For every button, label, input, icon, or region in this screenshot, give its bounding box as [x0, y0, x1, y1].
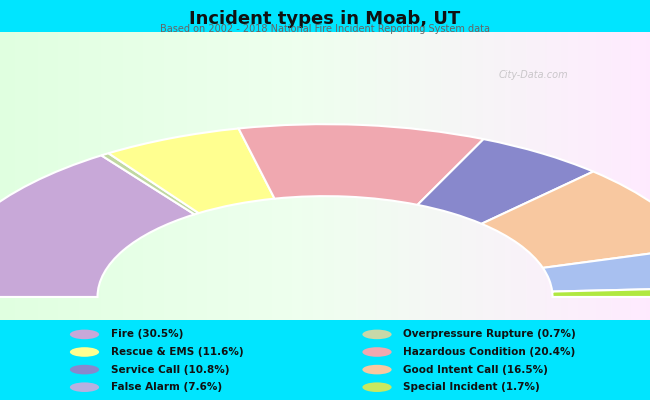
Text: Hazardous Condition (20.4%): Hazardous Condition (20.4%) — [403, 347, 575, 357]
Text: Special Incident (1.7%): Special Incident (1.7%) — [403, 382, 540, 392]
Text: Incident types in Moab, UT: Incident types in Moab, UT — [189, 10, 461, 28]
Wedge shape — [0, 155, 194, 297]
Text: Service Call (10.8%): Service Call (10.8%) — [111, 365, 229, 374]
Wedge shape — [101, 153, 199, 214]
Ellipse shape — [70, 365, 99, 374]
Text: Based on 2002 - 2018 National Fire Incident Reporting System data: Based on 2002 - 2018 National Fire Incid… — [160, 24, 490, 34]
Text: Overpressure Rupture (0.7%): Overpressure Rupture (0.7%) — [403, 330, 576, 339]
Wedge shape — [417, 139, 593, 224]
Ellipse shape — [363, 382, 391, 392]
Wedge shape — [239, 124, 484, 205]
Text: False Alarm (7.6%): False Alarm (7.6%) — [111, 382, 222, 392]
Ellipse shape — [363, 330, 391, 339]
Text: Good Intent Call (16.5%): Good Intent Call (16.5%) — [403, 365, 548, 374]
Wedge shape — [543, 247, 650, 292]
Ellipse shape — [70, 330, 99, 339]
Text: City-Data.com: City-Data.com — [498, 70, 568, 80]
Text: Fire (30.5%): Fire (30.5%) — [111, 330, 183, 339]
Text: Rescue & EMS (11.6%): Rescue & EMS (11.6%) — [111, 347, 243, 357]
Ellipse shape — [363, 365, 391, 374]
Wedge shape — [482, 172, 650, 268]
Wedge shape — [109, 128, 274, 213]
Ellipse shape — [70, 347, 99, 357]
Ellipse shape — [363, 347, 391, 357]
Ellipse shape — [70, 382, 99, 392]
Wedge shape — [552, 288, 650, 297]
